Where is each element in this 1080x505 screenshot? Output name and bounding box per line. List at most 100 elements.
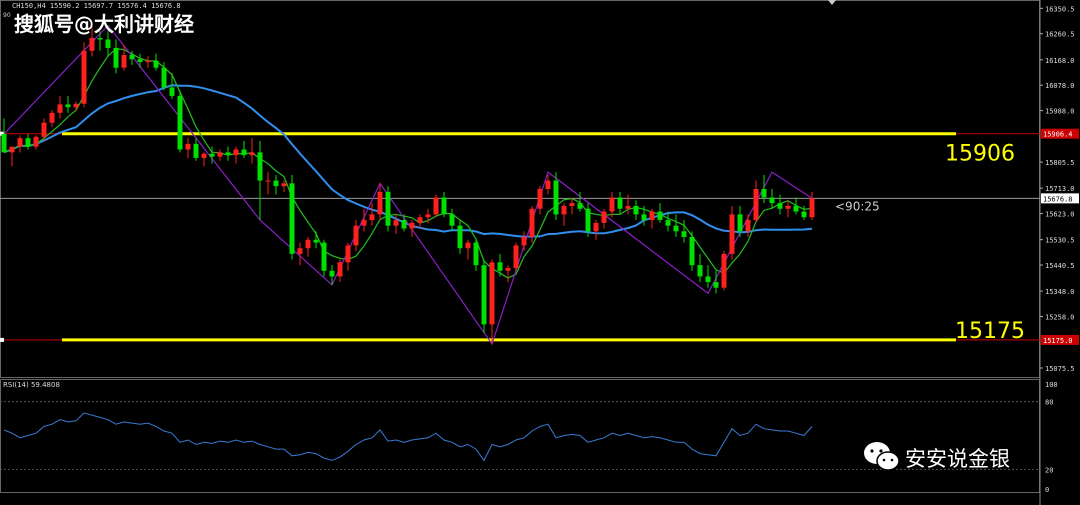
candle-body xyxy=(673,225,679,232)
y-tick-label: 15258.0 xyxy=(1045,314,1075,322)
candle-body xyxy=(209,153,215,157)
y-tick-label: 15713.0 xyxy=(1045,185,1075,193)
level-axis-tag: 15175.0 xyxy=(1043,337,1073,345)
candle-body xyxy=(433,197,439,215)
candle-body xyxy=(249,152,255,156)
candle-body xyxy=(425,214,431,218)
y-tick-label: 15988.0 xyxy=(1045,108,1075,116)
candle-body xyxy=(129,55,135,60)
rsi-tick-label: 100 xyxy=(1045,381,1058,389)
rsi-line xyxy=(3,412,813,462)
candle-body xyxy=(289,183,295,254)
candle-body xyxy=(617,197,623,209)
candle-body xyxy=(281,183,287,187)
candle-body xyxy=(777,203,783,209)
candle-body xyxy=(385,191,391,226)
candle-body xyxy=(409,222,415,229)
candle-body xyxy=(569,203,575,206)
candle-body xyxy=(513,245,519,268)
candle-body xyxy=(801,211,807,218)
y-tick-label: 15623.0 xyxy=(1045,211,1075,219)
candle-body xyxy=(161,67,167,88)
candle-body xyxy=(321,242,327,271)
candle-body xyxy=(553,180,559,215)
candle-body xyxy=(769,197,775,204)
candle-body xyxy=(361,220,367,226)
candle-body xyxy=(353,225,359,246)
candle-body xyxy=(73,103,79,108)
candle-body xyxy=(729,214,735,254)
candle-body xyxy=(225,152,231,156)
candle-body xyxy=(337,262,343,277)
candle-body xyxy=(481,265,487,325)
y-tick-label: 16260.5 xyxy=(1045,31,1075,39)
candle-body xyxy=(313,239,319,243)
candle-body xyxy=(145,60,151,63)
candle-body xyxy=(217,152,223,157)
level-label: 15175 xyxy=(955,319,1025,344)
candle-body xyxy=(9,146,15,153)
y-tick-label: 16168.0 xyxy=(1045,57,1075,65)
candle-body xyxy=(201,153,207,158)
candle-body xyxy=(345,245,351,263)
candle-body xyxy=(641,214,647,221)
rsi-panel-frame xyxy=(0,379,1040,493)
candle-body xyxy=(265,180,271,182)
candle-body xyxy=(753,189,759,221)
candle-body xyxy=(185,143,191,150)
candle-body xyxy=(393,220,399,226)
candle-body xyxy=(169,87,175,96)
candle-body xyxy=(601,211,607,223)
candle-body xyxy=(33,136,39,147)
candle-body xyxy=(401,220,407,229)
candle-body xyxy=(649,211,655,221)
rsi-tick-label: 20 xyxy=(1045,466,1053,474)
level-axis-tag-bg xyxy=(1041,128,1079,139)
candle-body xyxy=(545,180,551,189)
symbol-info: CH150,H4 15590.2 15697.7 15576.4 15676.8 xyxy=(12,2,181,10)
candle-body xyxy=(17,138,23,147)
candle-body xyxy=(585,208,591,232)
candle-body xyxy=(49,112,55,123)
candle-body xyxy=(625,205,631,209)
candle-body xyxy=(417,217,423,223)
rsi-tick-label: 80 xyxy=(1045,399,1053,407)
candle-body xyxy=(113,47,119,68)
candle-body xyxy=(121,55,127,68)
candle-body xyxy=(681,231,687,237)
candle-body xyxy=(177,95,183,150)
watermark-top: 搜狐号@大利讲财经 xyxy=(14,12,194,36)
y-tick-label: 16350.5 xyxy=(1045,5,1075,13)
candle-body xyxy=(577,203,583,209)
level-axis-tag: 15906.4 xyxy=(1043,131,1073,139)
ma-fast-line xyxy=(3,48,813,279)
symbol-sub: 90 xyxy=(3,12,11,19)
top-marker-icon xyxy=(828,0,836,5)
countdown-label: <90:25 xyxy=(835,199,880,213)
candle-body xyxy=(305,239,311,249)
current-price-tag: 15676.8 xyxy=(1043,195,1073,203)
candle-body xyxy=(241,149,247,156)
candle-body xyxy=(57,104,63,113)
candle-body xyxy=(1,133,7,153)
candle-body xyxy=(521,236,527,246)
y-tick-label: 15805.5 xyxy=(1045,159,1075,167)
candle-body xyxy=(697,265,703,277)
rsi-tick-label: 0 xyxy=(1045,486,1049,494)
y-tick-label: 15075.5 xyxy=(1045,365,1075,373)
candle-body xyxy=(297,248,303,254)
candle-body xyxy=(193,143,199,158)
current-price-tag-bg xyxy=(1041,193,1079,204)
level-anchor xyxy=(0,131,4,136)
candle-body xyxy=(537,189,543,209)
candle-body xyxy=(449,214,455,226)
candle-body xyxy=(593,222,599,232)
candle-body xyxy=(257,152,263,181)
candle-body xyxy=(793,205,799,212)
candle-body xyxy=(809,198,815,218)
candle-body xyxy=(505,267,511,271)
candle-body xyxy=(81,50,87,104)
watermark-bottom: 安安说金银 xyxy=(905,447,1010,471)
candle-body xyxy=(233,149,239,156)
